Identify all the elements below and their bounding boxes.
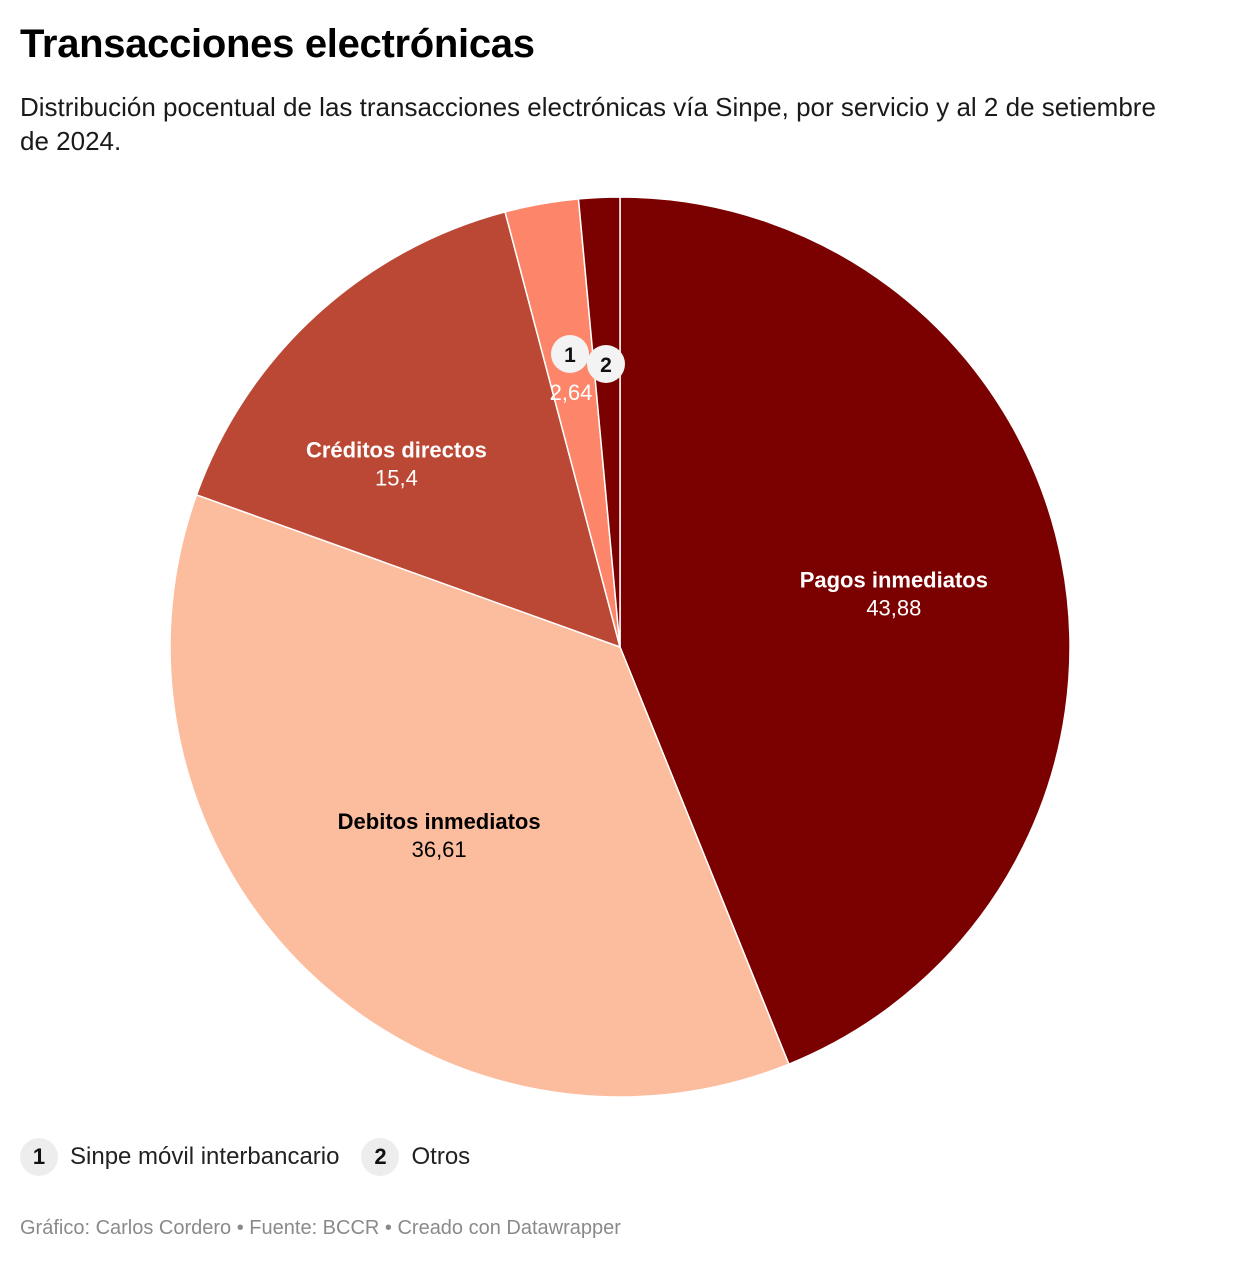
slice-value-pagos-inmediatos: 43,88 xyxy=(866,596,921,621)
legend: 1 Sinpe móvil interbancario 2 Otros xyxy=(20,1138,492,1176)
slice-marker-text-1: 1 xyxy=(564,344,576,367)
slice-label-debitos-inmediatos: Debitos inmediatos xyxy=(338,809,541,834)
legend-marker-2: 2 xyxy=(361,1138,400,1176)
slice-marker-text-2: 2 xyxy=(600,354,612,377)
pie-slice-creditos-directos xyxy=(195,211,622,649)
legend-item-sinpe-movil: 1 Sinpe móvil interbancario xyxy=(20,1138,339,1176)
slice-label-pagos-inmediatos: Pagos inmediatos xyxy=(800,568,988,593)
slice-marker-badge-2 xyxy=(587,345,625,383)
pie-slice-debitos-inmediatos xyxy=(169,493,790,1098)
pie-slice-otros xyxy=(577,196,621,648)
legend-item-otros: 2 Otros xyxy=(361,1138,470,1176)
legend-marker-1: 1 xyxy=(20,1138,58,1176)
slice-value-creditos-directos: 15,4 xyxy=(375,465,418,490)
chart-subtitle: Distribución pocentual de las transaccio… xyxy=(20,92,1156,156)
legend-label-sinpe-movil: Sinpe móvil interbancario xyxy=(70,1143,340,1170)
pie-slice-pagos-inmediatos xyxy=(619,196,1071,1066)
slice-value-sinpe-movil-interbancario: 2,64 xyxy=(550,380,593,405)
chart-title: Transacciones electrónicas xyxy=(20,22,535,66)
slice-value-debitos-inmediatos: 36,61 xyxy=(412,837,467,862)
slice-label-creditos-directos: Créditos directos xyxy=(306,437,487,462)
legend-label-otros: Otros xyxy=(411,1143,471,1170)
footer-credit: Gráfico: Carlos Cordero • Fuente: BCCR •… xyxy=(20,1217,621,1239)
slice-marker-badge-1 xyxy=(551,335,589,373)
slice-marker-2: 2 xyxy=(587,345,625,383)
slice-marker-1: 1 xyxy=(551,335,589,373)
